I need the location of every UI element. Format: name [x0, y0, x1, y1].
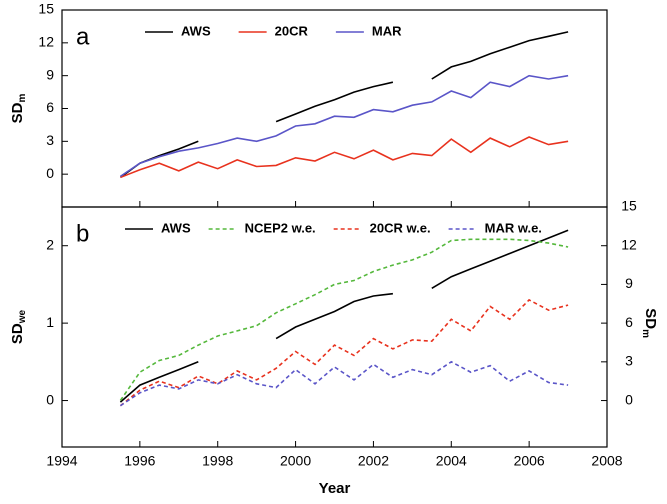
x-tick-label: 1994 [46, 453, 77, 469]
y-axis-label-main: SD [9, 102, 26, 123]
legend-label: MAR w.e. [485, 220, 542, 235]
series-line [119, 298, 569, 407]
panel-label: a [76, 23, 90, 50]
y2-tick-label: 3 [625, 353, 633, 369]
y2-tick-label: 12 [621, 236, 637, 252]
x-tick-label: 2008 [591, 453, 622, 469]
y-tick-label: 12 [38, 34, 54, 50]
plot-frame [61, 9, 608, 208]
y-tick-label: 2 [46, 236, 54, 252]
y2-tick-label: 6 [625, 314, 633, 330]
x-tick-label: 1996 [124, 453, 155, 469]
legend-label: NCEP2 w.e. [245, 220, 316, 235]
y-axis-label: SDwe [9, 309, 28, 344]
y-tick-label: 3 [46, 132, 54, 148]
x-axis-label: Year [319, 480, 351, 497]
x-tick-label: 2004 [436, 453, 467, 469]
y-tick-label: 0 [46, 391, 54, 407]
legend-label: AWS [181, 23, 211, 38]
series-line [119, 74, 569, 178]
y-tick-label: 9 [46, 66, 54, 82]
series-line [119, 360, 569, 407]
series-line [119, 229, 569, 403]
y-tick-label: 6 [46, 99, 54, 115]
y2-axis-label-main: SD [642, 308, 659, 329]
y-tick-label: 1 [46, 314, 54, 330]
legend-label: MAR [372, 23, 402, 38]
legend-label: AWS [161, 220, 191, 235]
x-tick-label: 2006 [514, 453, 545, 469]
y2-tick-label: 15 [621, 198, 637, 214]
y2-axis-label: SDm [640, 308, 659, 338]
y-axis-label-sub: m [17, 94, 28, 103]
plot-frame [61, 206, 608, 448]
legend-label: 20CR w.e. [370, 220, 431, 235]
y-tick-label: 15 [38, 1, 54, 17]
series-line [119, 238, 569, 401]
y-tick-label: 0 [46, 165, 54, 181]
y-axis-label-sub: we [17, 309, 28, 324]
panel-label: b [76, 220, 89, 247]
series-line [120, 136, 569, 179]
legend-label: 20CR [275, 23, 309, 38]
x-tick-label: 1998 [202, 453, 233, 469]
y-axis-label: SDm [9, 94, 28, 124]
y2-tick-label: 0 [625, 391, 633, 407]
y2-axis-label-sub: m [640, 329, 651, 338]
y2-tick-label: 9 [625, 275, 633, 291]
x-tick-label: 2002 [358, 453, 389, 469]
x-tick-label: 2000 [280, 453, 311, 469]
y-axis-label-main: SD [9, 323, 26, 344]
